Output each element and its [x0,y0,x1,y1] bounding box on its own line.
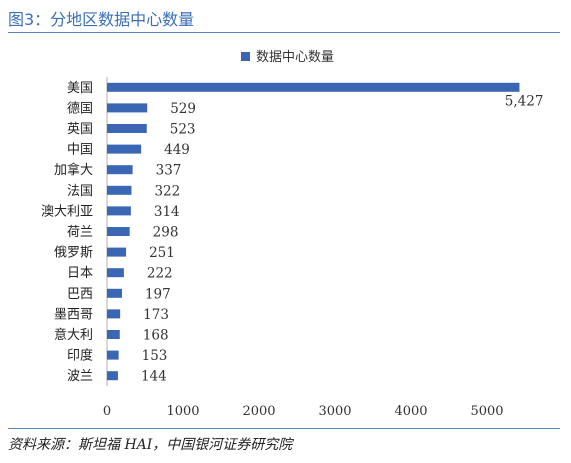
data-label: 314 [154,204,180,220]
bar [107,309,121,319]
figure-title: 图3：分地区数据中心数量 [8,10,195,29]
category-label: 美国 [67,81,93,96]
x-axis-ticks: 0 1000 2000 3000 4000 5000 [103,404,504,419]
category-label: 印度 [67,348,93,364]
legend-swatch [241,52,250,61]
x-tick-label: 5000 [470,404,503,419]
data-label: 251 [149,245,175,261]
data-label: 173 [143,307,169,323]
legend-label: 数据中心数量 [256,50,334,65]
x-tick-label: 0 [103,404,111,419]
data-label: 153 [142,348,168,364]
category-label: 俄罗斯 [54,246,93,261]
x-tick-label: 3000 [318,404,351,419]
bar [107,247,127,257]
bar [107,371,118,381]
bar [107,185,132,195]
category-label: 意大利 [54,327,93,343]
bar [107,144,142,154]
data-label: 449 [164,142,190,158]
bar [107,268,124,278]
data-label: 337 [156,163,182,179]
bar [107,165,133,175]
bar [107,288,122,298]
category-label: 法国 [67,184,93,199]
category-label: 墨西哥 [54,307,93,322]
data-label: 529 [170,101,196,117]
data-label: 523 [170,122,196,138]
data-label: 298 [153,225,179,241]
category-label: 英国 [67,122,93,137]
category-label: 波兰 [67,369,93,384]
bar [107,124,147,133]
bar [107,350,119,360]
bar [107,206,131,216]
bar [107,103,148,113]
category-label: 中国 [67,143,93,158]
data-label: 197 [145,286,171,302]
data-labels: 5,427 529 523 449 337 322 314 298 251 222 197 173 16… [141,93,544,384]
data-label: 168 [143,328,169,344]
x-tick-label: 2000 [242,404,275,419]
x-tick-label: 1000 [166,404,199,419]
bar-series [107,82,520,381]
bottom-divider [8,428,560,429]
category-label: 澳大利亚 [41,203,93,219]
data-label: 144 [141,369,167,385]
data-label: 322 [154,183,180,199]
data-label: 5,427 [505,93,544,109]
chart-legend: 数据中心数量 [241,50,334,65]
category-label: 德国 [67,101,93,116]
bar [107,82,520,92]
top-divider [8,32,560,33]
source-note: 资料来源：斯坦福 HAI，中国银河证券研究院 [8,437,293,453]
bar [107,227,130,236]
bar [107,330,120,339]
data-label: 222 [147,266,173,282]
category-label: 荷兰 [67,225,93,240]
bar-chart: 数据中心数量 美国德国英国中国加拿大法国澳大利亚荷兰俄罗斯日本巴西墨西哥意大利印… [41,50,544,419]
category-label: 加拿大 [54,162,93,178]
category-label: 巴西 [67,287,93,302]
x-tick-label: 4000 [394,404,427,419]
category-label: 日本 [67,266,93,281]
